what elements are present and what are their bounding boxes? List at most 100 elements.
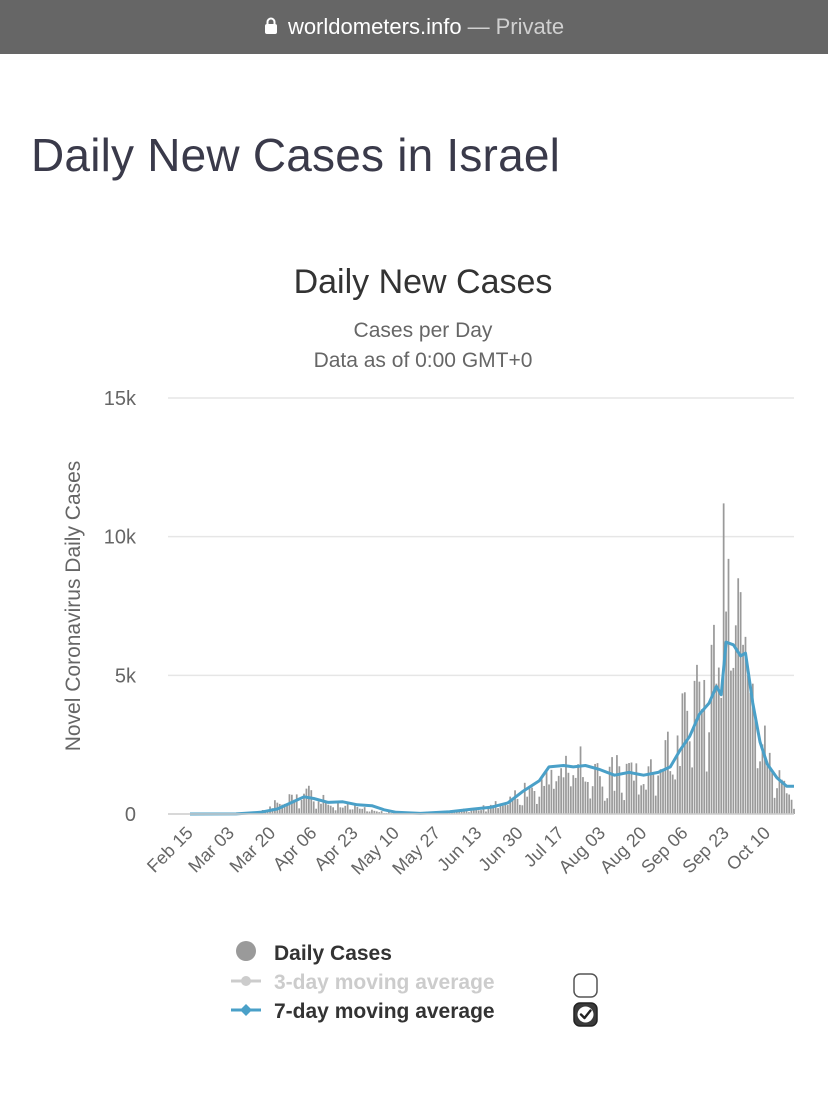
daily-cases-bar bbox=[303, 793, 305, 814]
daily-cases-bar bbox=[773, 797, 776, 814]
checkbox-3-day-average[interactable] bbox=[573, 973, 598, 998]
daily-cases-bar bbox=[567, 772, 570, 814]
daily-cases-bar bbox=[349, 809, 351, 814]
daily-cases-bar bbox=[295, 794, 298, 814]
daily-cases-bar bbox=[281, 804, 284, 814]
daily-cases-bar bbox=[358, 808, 361, 814]
seven-day-average-polyline bbox=[189, 640, 794, 816]
daily-cases-bar bbox=[344, 805, 347, 814]
daily-cases-bar bbox=[334, 810, 337, 814]
daily-cases-bar bbox=[380, 811, 383, 814]
daily-cases-bar bbox=[696, 664, 698, 814]
daily-cases-bar bbox=[540, 779, 543, 814]
daily-cases-bar bbox=[618, 766, 621, 814]
daily-cases-bar bbox=[492, 805, 495, 814]
daily-cases-bar bbox=[536, 803, 538, 814]
daily-cases-bar bbox=[608, 766, 611, 814]
legend-item-7-day-average[interactable]: 7-day moving average bbox=[231, 1000, 495, 1023]
chart-grid bbox=[168, 397, 794, 677]
daily-cases-bar bbox=[470, 810, 473, 814]
daily-cases-bar bbox=[375, 811, 378, 814]
daily-cases-bar bbox=[545, 769, 548, 814]
daily-cases-bar bbox=[480, 810, 482, 814]
daily-cases-bar bbox=[742, 644, 744, 814]
legend-7-day-label: 7-day moving average bbox=[274, 1000, 495, 1023]
url-bar[interactable]: worldometers.info — Private bbox=[0, 0, 828, 54]
daily-cases-bar bbox=[606, 798, 609, 814]
daily-cases-bar bbox=[747, 675, 749, 814]
chart-subtitle-line-1: Cases per Day bbox=[354, 319, 493, 342]
daily-cases-bar bbox=[785, 793, 788, 814]
legend-3-day-label: 3-day moving average bbox=[274, 971, 495, 994]
daily-cases-bar bbox=[274, 800, 276, 814]
daily-cases-bar bbox=[594, 763, 596, 814]
daily-cases-bar bbox=[555, 781, 558, 814]
legend-item-3-day-average[interactable]: 3-day moving average bbox=[231, 971, 495, 994]
daily-cases-bar bbox=[293, 799, 296, 814]
daily-cases-bar bbox=[531, 787, 533, 814]
daily-cases-bar bbox=[768, 752, 771, 814]
daily-cases-bar bbox=[298, 808, 301, 814]
daily-cases-bar bbox=[688, 741, 691, 814]
daily-cases-bar bbox=[502, 805, 504, 814]
y-tick-label: 0 bbox=[125, 804, 136, 826]
daily-cases-bar bbox=[679, 766, 681, 814]
daily-cases-bar bbox=[324, 800, 327, 814]
daily-cases-bar bbox=[305, 788, 308, 814]
daily-cases-bar bbox=[514, 790, 516, 814]
daily-cases-bar bbox=[669, 771, 672, 814]
legend-3-day-marker bbox=[241, 976, 251, 986]
daily-cases-bar bbox=[611, 757, 613, 814]
daily-cases-bar bbox=[528, 788, 531, 814]
x-tick-label: Mar 20 bbox=[226, 823, 280, 877]
legend: Daily Cases 3-day moving average 7-day m… bbox=[231, 941, 598, 1027]
daily-cases-bar bbox=[388, 811, 390, 814]
daily-cases-bar bbox=[625, 763, 628, 814]
daily-cases-bar bbox=[509, 796, 512, 814]
daily-cases-bar bbox=[635, 763, 638, 814]
daily-cases-bar bbox=[366, 811, 368, 814]
daily-cases-bar bbox=[759, 761, 761, 814]
daily-cases-bar bbox=[523, 782, 526, 814]
daily-cases-bar bbox=[710, 644, 713, 814]
daily-cases-bar bbox=[533, 790, 536, 814]
legend-7-day-marker bbox=[240, 1004, 252, 1016]
daily-cases-bar bbox=[577, 764, 579, 814]
daily-cases-bar bbox=[337, 801, 339, 814]
daily-cases-bar bbox=[506, 805, 509, 814]
daily-cases-bar bbox=[354, 804, 356, 814]
daily-cases-bar bbox=[713, 624, 715, 814]
y-axis-title: Novel Coronavirus Daily Cases bbox=[62, 461, 85, 752]
daily-cases-bar bbox=[601, 786, 604, 814]
legend-daily-cases-label: Daily Cases bbox=[274, 942, 392, 965]
daily-cases-bar bbox=[645, 789, 647, 814]
daily-cases-bar bbox=[603, 800, 606, 814]
daily-cases-bar bbox=[465, 810, 468, 814]
daily-cases-bar bbox=[599, 776, 601, 814]
daily-cases-bar bbox=[776, 788, 778, 814]
checkbox-7-day-average[interactable] bbox=[573, 1002, 598, 1027]
daily-cases-bar bbox=[550, 769, 553, 814]
daily-cases-bar bbox=[286, 804, 288, 814]
daily-cases-bar bbox=[671, 774, 674, 814]
daily-cases-bar bbox=[676, 735, 679, 814]
daily-cases-bar bbox=[654, 795, 657, 814]
daily-cases-bar bbox=[569, 786, 572, 814]
daily-cases-bar bbox=[557, 775, 560, 814]
daily-cases-bar bbox=[737, 578, 740, 814]
daily-cases-bar bbox=[764, 725, 766, 814]
legend-item-daily-cases[interactable]: Daily Cases bbox=[236, 941, 392, 965]
daily-cases-bar bbox=[771, 769, 774, 814]
x-tick-label: Jun 30 bbox=[474, 823, 526, 875]
daily-cases-bar bbox=[751, 683, 754, 814]
daily-cases-bar bbox=[283, 803, 286, 814]
daily-cases-bar bbox=[666, 731, 669, 814]
daily-cases-bar bbox=[548, 784, 550, 814]
legend-daily-cases-marker bbox=[236, 941, 256, 961]
y-tick-label: 5k bbox=[115, 665, 137, 687]
y-tick-label: 10k bbox=[104, 527, 137, 549]
daily-cases-bar bbox=[705, 771, 708, 814]
daily-cases-bar bbox=[727, 558, 730, 814]
y-axis: 0 5k 10k 15k bbox=[104, 388, 137, 826]
